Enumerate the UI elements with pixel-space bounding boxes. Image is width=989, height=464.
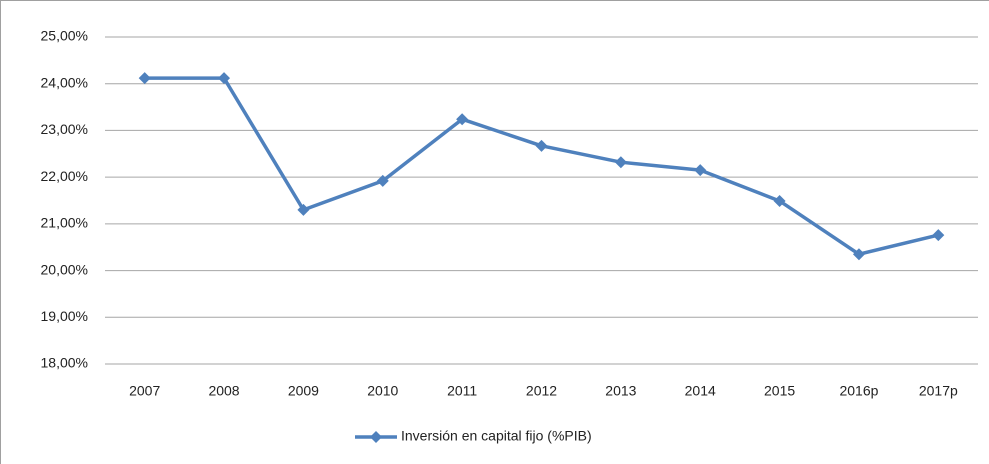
- x-tick-label: 2014: [685, 383, 716, 399]
- y-tick-label: 25,00%: [41, 28, 88, 44]
- point-marker: [376, 174, 389, 187]
- point-marker: [773, 194, 786, 207]
- point-marker: [456, 113, 469, 126]
- y-tick-label: 19,00%: [41, 308, 88, 324]
- point-marker: [614, 156, 627, 169]
- y-tick-label: 18,00%: [41, 355, 88, 371]
- point-marker: [297, 203, 310, 216]
- point-marker: [218, 72, 231, 85]
- point-marker: [694, 164, 707, 177]
- point-marker: [535, 139, 548, 152]
- x-tick-label: 2016p: [839, 383, 878, 399]
- point-marker: [138, 72, 151, 85]
- x-tick-label: 2017p: [919, 383, 958, 399]
- legend-marker: [370, 431, 382, 443]
- x-tick-label: 2012: [526, 383, 557, 399]
- legend-label: Inversión en capital fijo (%PIB): [401, 428, 592, 444]
- x-tick-label: 2011: [447, 383, 477, 399]
- point-marker: [932, 229, 945, 242]
- point-marker: [852, 248, 865, 261]
- x-tick-label: 2009: [288, 383, 319, 399]
- x-tick-label: 2015: [764, 383, 795, 399]
- y-tick-label: 21,00%: [41, 215, 88, 231]
- x-tick-label: 2008: [208, 383, 239, 399]
- y-tick-label: 22,00%: [41, 168, 88, 184]
- y-tick-label: 23,00%: [41, 121, 88, 137]
- x-tick-label: 2013: [605, 383, 636, 399]
- x-tick-label: 2007: [129, 383, 160, 399]
- x-tick-label: 2010: [367, 383, 398, 399]
- y-tick-label: 24,00%: [41, 74, 88, 90]
- y-tick-label: 20,00%: [41, 261, 88, 277]
